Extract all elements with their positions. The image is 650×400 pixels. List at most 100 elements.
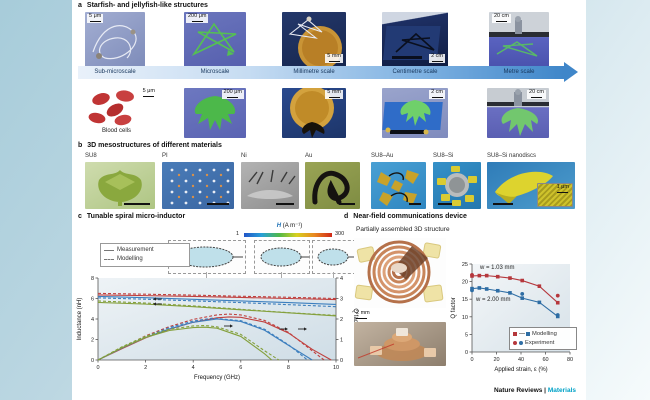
panel-b-letter: b (78, 142, 83, 149)
red-circle-marker (513, 341, 517, 346)
series-qfactor-green-modelling (97, 325, 280, 361)
coil-scalebar-chip: 2 mm (354, 310, 372, 320)
marker-experiment-w-1.03mm (555, 293, 560, 298)
x-axis-label: Applied strain, ε (%) (494, 367, 547, 373)
axis-direction-arrow (285, 327, 288, 331)
scalebar-chip: 200 μm (186, 13, 209, 23)
board-structure-graphic (382, 26, 441, 60)
panel-d-letter: d (344, 213, 349, 220)
marker-experiment-w-2.00mm (520, 292, 525, 296)
scale-bar (207, 203, 229, 205)
y-tick-label: 0 (465, 350, 468, 356)
y2-tick-label: 4 (340, 276, 343, 282)
colorbar-max: 300 (335, 231, 345, 237)
spiral-graphic-3 (317, 248, 355, 266)
su8-au-mesostructure-image (371, 162, 426, 209)
blood-cells-caption: Blood cells (102, 128, 132, 134)
scale-axis-arrowhead (564, 62, 578, 82)
marker-modelling-w-2.00mm (537, 300, 542, 305)
material-label-su8-si-nanodiscs: SU8–Si nanodiscs (487, 153, 537, 159)
scalebar-chip: 20 cm (527, 89, 546, 99)
x-tick-label: 60 (542, 357, 548, 363)
scalebar-chip: 5 mm (325, 53, 343, 63)
x-tick-label: 20 (493, 357, 499, 363)
panel-c-title: c Tunable spiral micro-inductor (78, 213, 186, 220)
y-axis-label: Q factor (451, 297, 457, 318)
caption-sub-microscale: Sub-microscale (94, 69, 136, 75)
footer-journal: Materials (547, 387, 576, 394)
material-label-su8: SU8 (85, 153, 97, 159)
su8-si-nanodiscs-image: 1 μm (487, 162, 575, 209)
scalebar-chip: 20 cm (492, 13, 511, 23)
y2-tick-label: 3 (340, 297, 343, 303)
marker-modelling-w-2.00mm (508, 291, 512, 295)
legend-measurement: Measurement (104, 246, 186, 255)
x-tick-label: 80 (567, 357, 573, 363)
scale-bar (356, 317, 367, 319)
y-axis-label: Inductance (nH) (77, 298, 83, 341)
starfish-metre-image: 20 cm (489, 12, 549, 67)
marker-modelling-w-2.00mm (477, 286, 482, 290)
su8-mesostructure-image (85, 162, 155, 209)
y-tick-label: 25 (462, 262, 468, 268)
y2-tick-label: 1 (340, 338, 343, 344)
scale-bar (276, 203, 294, 205)
y-tick-label: 0 (91, 358, 94, 364)
panel-a-letter: a (78, 2, 82, 9)
blood-cells-image: 5 μm (85, 88, 159, 126)
board-jellyfish-graphic (382, 100, 443, 135)
colorbar-gradient (244, 233, 332, 237)
scale-axis-arrow (78, 66, 564, 79)
inductor-legend: Measurement Modelling (100, 243, 190, 267)
series-inductance-blue-measurement (97, 295, 337, 305)
blue-circle-marker (519, 341, 523, 346)
scale-bar (227, 96, 239, 98)
caption-centimetre-scale: Centimetre scale (392, 69, 438, 75)
x-tick-label: 40 (518, 357, 524, 363)
marker-modelling-w-2.00mm (484, 287, 489, 291)
scale-bar (191, 20, 203, 22)
scale-bar (531, 96, 542, 98)
scale-bar (143, 95, 155, 97)
starfish-microscale-image: 200 μm (184, 12, 246, 67)
blood-cells-graphic (88, 90, 134, 126)
dashed-line-sample (104, 259, 114, 260)
solid-line-sample (104, 250, 114, 251)
marker-modelling-w-1.03mm (508, 276, 512, 280)
y-tick-label: 15 (462, 297, 468, 303)
material-label-su8-au: SU8–Au (371, 153, 394, 159)
y-tick-label: 20 (462, 280, 468, 286)
y-tick-label: 6 (91, 297, 94, 303)
scale-bar (328, 60, 340, 62)
scale-bar (124, 203, 150, 205)
panel-d-subtitle: Partially assembled 3D structure (356, 226, 450, 233)
panel-c-letter: c (78, 213, 82, 220)
coil-graphic (354, 240, 444, 304)
x-tick-label: 10 (333, 365, 339, 371)
marker-experiment-w-2.00mm (470, 288, 474, 293)
jellyfish-millimetre-image: 5 mm (282, 88, 346, 138)
scalebar-chip: 5 μm (141, 88, 157, 98)
y-tick-label: 8 (91, 276, 94, 282)
material-label-au: Au (305, 153, 313, 159)
y-tick-label: 4 (91, 317, 94, 323)
starfish-green-graphic (191, 22, 237, 56)
scale-bar (493, 203, 513, 205)
scalebar-chip: 2 cm (429, 89, 445, 99)
su8-au-spider-graphic (377, 170, 419, 206)
pi-array-graphic (170, 168, 230, 205)
spiral-graphic-2 (260, 247, 309, 267)
scale-bar (495, 20, 507, 22)
marker-experiment-w-1.03mm (470, 273, 474, 277)
marker-modelling-w-1.03mm (484, 273, 489, 278)
scale-bar (328, 96, 340, 98)
nanodisc-sheet-graphic (495, 171, 553, 204)
blue-square-marker (526, 332, 530, 337)
x-tick-label: 0 (96, 365, 99, 371)
panel-a-title: a Starfish- and jellyfish-like structures (78, 2, 208, 9)
scale-bar (438, 203, 452, 205)
coil-structure-image (354, 238, 446, 308)
annotation-w2: w = 2.00 mm (476, 297, 511, 303)
starfish-wireframe-graphic (92, 25, 137, 60)
